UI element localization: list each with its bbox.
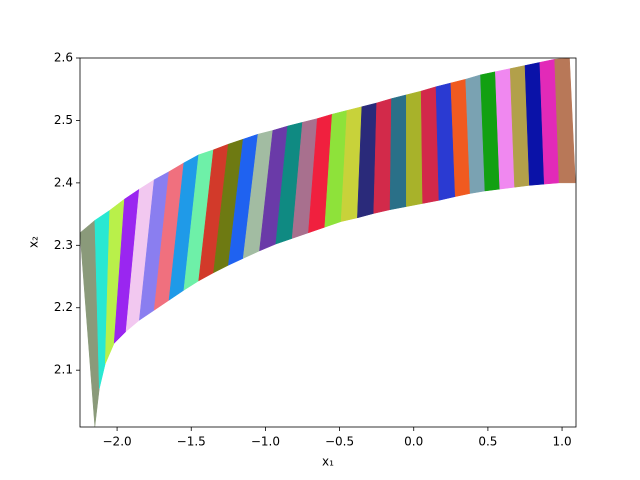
x-tick-label: 0.0 (404, 435, 423, 449)
x-tick-label: −1.5 (177, 435, 206, 449)
y-tick-label: 2.6 (54, 51, 73, 65)
x-tick-label: 0.5 (478, 435, 497, 449)
patches (80, 58, 576, 427)
patch (373, 98, 392, 214)
y-tick-label: 2.3 (54, 238, 73, 252)
patch (406, 90, 423, 207)
y-tick-label: 2.1 (54, 363, 73, 377)
x-tick-label: −2.0 (103, 435, 132, 449)
y-tick-label: 2.2 (54, 300, 73, 314)
patch (389, 94, 407, 211)
y-tick-label: 2.4 (54, 175, 73, 189)
y-tick-label: 2.5 (54, 113, 73, 127)
axes-frame (79, 57, 577, 428)
x-tick-label: −0.5 (325, 435, 354, 449)
x-tick-label: −1.0 (251, 435, 280, 449)
x-tick-label: 1.0 (553, 435, 572, 449)
patch (554, 58, 576, 184)
y-axis-label: x₂ (27, 236, 41, 248)
x-axis-label: x₁ (322, 455, 334, 469)
